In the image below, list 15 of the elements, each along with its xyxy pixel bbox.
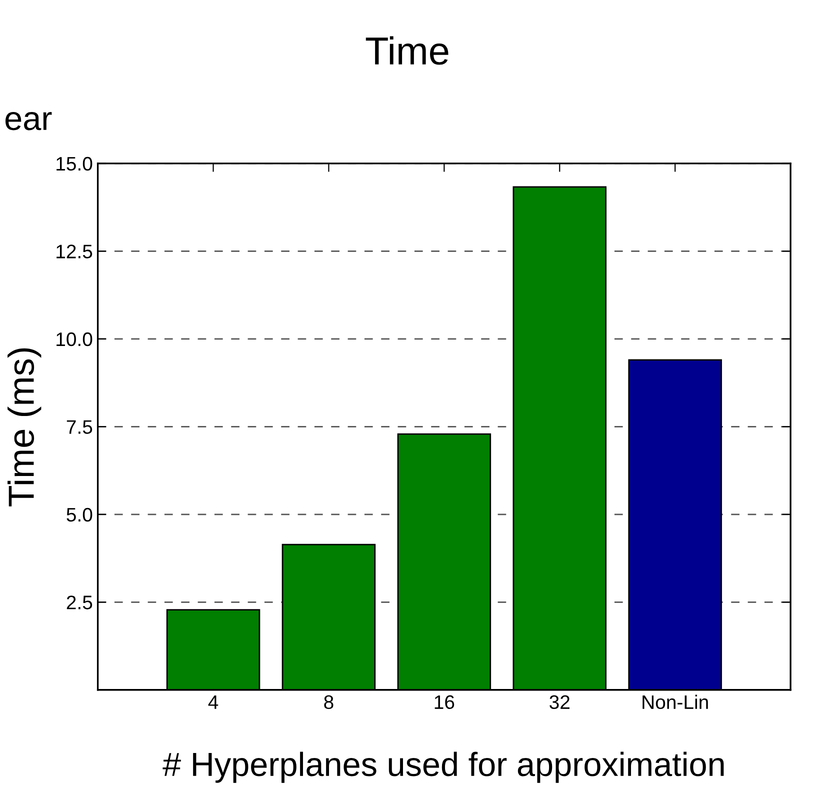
x-tick-label: 8	[324, 695, 334, 710]
chart-title: Time	[366, 36, 448, 65]
x-tick-label: 16	[434, 695, 454, 710]
text: ear	[5, 112, 52, 130]
y-tick-label: 12.5	[56, 244, 92, 258]
y-tick-label: 7.5	[66, 420, 92, 434]
x-tick-label: 32	[550, 695, 570, 710]
y-tick-label: 15.0	[56, 156, 92, 171]
y-axis-title: Time (ms)	[8, 348, 42, 506]
y-tick-label: 5.0	[66, 508, 92, 522]
y-tick-label: 2.5	[66, 596, 92, 610]
x-axis-title: # Hyperplanes used for approximation	[162, 752, 724, 783]
y-tick-label: 10.0	[56, 332, 92, 346]
x-tick-label: Non-Lin	[642, 694, 708, 710]
x-tick-label: 4	[208, 695, 218, 709]
